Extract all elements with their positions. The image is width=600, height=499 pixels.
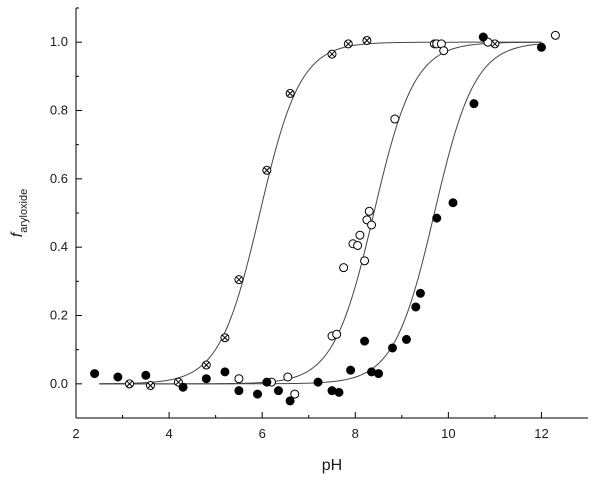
data-point-filled bbox=[469, 99, 479, 109]
data-point-open bbox=[339, 263, 349, 273]
data-point-crossed bbox=[220, 333, 230, 343]
data-point-open bbox=[355, 230, 365, 240]
data-point-crossed bbox=[327, 49, 337, 59]
x-tick-label: 12 bbox=[534, 426, 548, 441]
x-tick-label: 6 bbox=[259, 426, 266, 441]
data-point-filled bbox=[334, 387, 344, 397]
data-point-open bbox=[332, 329, 342, 339]
data-point-open bbox=[353, 240, 363, 250]
y-axis-title: faryloxide bbox=[9, 189, 30, 237]
y-tick-label: 0.0 bbox=[50, 376, 68, 391]
y-tick-label: 0.8 bbox=[50, 103, 68, 118]
data-point-crossed bbox=[262, 165, 272, 175]
data-point-filled bbox=[201, 374, 211, 384]
y-axis-title-subscript: aryloxide bbox=[18, 189, 30, 233]
fit-curve-3 bbox=[99, 43, 542, 385]
data-point-crossed bbox=[285, 88, 295, 98]
y-tick-label: 0.2 bbox=[50, 308, 68, 323]
data-point-filled bbox=[432, 213, 442, 223]
fit-curve-2 bbox=[99, 41, 542, 385]
fit-curve-1 bbox=[99, 41, 542, 385]
x-tick-label: 10 bbox=[441, 426, 455, 441]
data-point-filled bbox=[448, 198, 458, 208]
data-point-open bbox=[360, 256, 370, 266]
data-point-crossed bbox=[145, 381, 155, 391]
data-point-filled bbox=[360, 336, 370, 346]
data-point-filled bbox=[478, 32, 488, 42]
data-point-filled bbox=[536, 42, 546, 52]
data-point-open bbox=[364, 206, 374, 216]
data-point-filled bbox=[253, 389, 263, 399]
data-point-filled bbox=[273, 386, 283, 396]
data-point-open bbox=[439, 46, 449, 56]
data-point-open bbox=[283, 372, 293, 382]
data-point-filled bbox=[313, 377, 323, 387]
data-point-crossed bbox=[234, 275, 244, 285]
data-point-crossed bbox=[201, 360, 211, 370]
y-axis-title-main: f bbox=[9, 231, 26, 237]
axes-frame bbox=[75, 8, 588, 419]
data-point-filled bbox=[415, 288, 425, 298]
y-tick-label: 0.4 bbox=[50, 239, 68, 254]
data-markers bbox=[90, 30, 560, 406]
data-point-open bbox=[550, 30, 560, 40]
data-point-filled bbox=[285, 396, 295, 406]
svg-text:faryloxide: faryloxide bbox=[9, 189, 30, 237]
y-tick-label: 1.0 bbox=[50, 34, 68, 49]
data-point-crossed bbox=[125, 379, 135, 389]
data-point-filled bbox=[411, 302, 421, 312]
x-tick-label: 2 bbox=[72, 426, 79, 441]
fit-curves bbox=[99, 41, 542, 385]
data-point-filled bbox=[113, 372, 123, 382]
data-point-filled bbox=[374, 369, 384, 379]
axis-ticks: 2 4 6 8 10 12 0.0 0.2 0.4 0.6 0.8 1.0 bbox=[50, 7, 549, 441]
data-point-filled bbox=[90, 369, 100, 379]
x-tick-label: 4 bbox=[165, 426, 172, 441]
data-point-crossed bbox=[362, 35, 372, 45]
y-tick-label: 0.6 bbox=[50, 171, 68, 186]
x-tick-label: 8 bbox=[352, 426, 359, 441]
data-point-filled bbox=[388, 343, 398, 353]
data-point-crossed bbox=[343, 39, 353, 49]
data-point-open bbox=[367, 220, 377, 230]
data-point-filled bbox=[178, 382, 188, 392]
data-point-open bbox=[390, 114, 400, 124]
data-point-filled bbox=[401, 334, 411, 344]
x-axis-title: pH bbox=[322, 457, 342, 474]
data-point-filled bbox=[141, 370, 151, 380]
data-point-filled bbox=[346, 365, 356, 375]
data-point-filled bbox=[234, 386, 244, 396]
data-point-open bbox=[234, 374, 244, 384]
data-point-filled bbox=[262, 377, 272, 387]
data-point-filled bbox=[220, 367, 230, 377]
data-point-open bbox=[290, 389, 300, 399]
